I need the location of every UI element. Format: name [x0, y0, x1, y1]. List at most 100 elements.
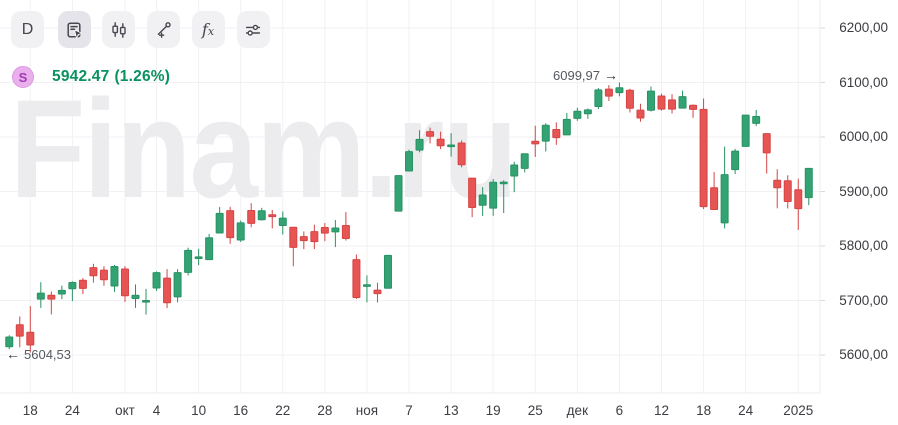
candle[interactable]: [362, 284, 371, 287]
candle[interactable]: [78, 279, 87, 289]
y-axis-label: 6100,00: [839, 74, 888, 90]
candle[interactable]: [510, 164, 519, 177]
candle[interactable]: [646, 90, 655, 111]
object-tree-icon: [64, 20, 84, 40]
candle[interactable]: [120, 268, 129, 297]
candle[interactable]: [152, 272, 161, 289]
candle[interactable]: [720, 174, 729, 224]
candle[interactable]: [163, 277, 172, 304]
candle[interactable]: [499, 181, 508, 185]
candle[interactable]: [710, 187, 719, 210]
candle[interactable]: [184, 249, 193, 273]
candle[interactable]: [57, 289, 66, 295]
instrument-quote[interactable]: S 5942.47 (1.26%): [12, 66, 170, 88]
candle[interactable]: [310, 231, 319, 243]
candle[interactable]: [731, 150, 740, 171]
candle[interactable]: [341, 225, 350, 240]
candle[interactable]: [804, 167, 813, 199]
candle[interactable]: [541, 124, 550, 142]
x-axis-label: 24: [64, 403, 80, 418]
candle[interactable]: [331, 227, 340, 233]
candle[interactable]: [794, 189, 803, 210]
candle[interactable]: [268, 214, 277, 218]
candle[interactable]: [352, 259, 361, 299]
candle[interactable]: [741, 114, 750, 147]
candle[interactable]: [5, 336, 14, 348]
candle[interactable]: [615, 87, 624, 94]
candle[interactable]: [226, 210, 235, 239]
last-price: 5942.47 (1.26%): [52, 68, 170, 86]
candle[interactable]: [236, 222, 245, 241]
candle[interactable]: [552, 129, 561, 139]
trendline-plus-icon: [153, 20, 173, 40]
candle[interactable]: [636, 109, 645, 119]
candle[interactable]: [415, 138, 424, 151]
candle[interactable]: [173, 272, 182, 298]
indicators-button[interactable]: fx: [191, 11, 225, 48]
candle[interactable]: [489, 181, 498, 209]
candle[interactable]: [131, 294, 140, 299]
object-tree-button[interactable]: [57, 11, 91, 48]
draw-trendline-button[interactable]: [146, 11, 180, 48]
candle[interactable]: [26, 331, 35, 346]
candle[interactable]: [278, 217, 287, 226]
candle[interactable]: [447, 144, 456, 148]
candle[interactable]: [520, 153, 529, 169]
candle[interactable]: [531, 140, 540, 145]
candle[interactable]: [762, 133, 771, 154]
candle[interactable]: [625, 89, 634, 109]
candle[interactable]: [394, 175, 403, 212]
candle[interactable]: [436, 138, 445, 147]
candle[interactable]: [47, 294, 56, 300]
candle[interactable]: [373, 289, 382, 295]
candle[interactable]: [468, 177, 477, 209]
symbol-badge[interactable]: S: [12, 66, 34, 88]
timeframe-button[interactable]: D: [11, 11, 44, 48]
candle[interactable]: [783, 180, 792, 203]
candle[interactable]: [247, 209, 256, 224]
candle[interactable]: [678, 96, 687, 109]
candle[interactable]: [583, 109, 592, 115]
chart-style-button[interactable]: [102, 11, 135, 48]
candle[interactable]: [405, 151, 414, 172]
candle[interactable]: [205, 237, 214, 261]
candle[interactable]: [699, 108, 708, 208]
candle[interactable]: [562, 118, 571, 136]
candle[interactable]: [320, 227, 329, 234]
x-axis-label: 22: [275, 403, 291, 418]
high-price-marker: 6099,97 →: [438, 67, 618, 84]
candle[interactable]: [15, 324, 24, 337]
x-axis-label: 10: [191, 403, 207, 418]
chart-settings-button[interactable]: [236, 11, 270, 48]
candle[interactable]: [426, 131, 435, 137]
candle[interactable]: [457, 142, 466, 166]
candle[interactable]: [68, 282, 77, 290]
candle[interactable]: [383, 254, 392, 289]
candle[interactable]: [668, 99, 677, 110]
candle[interactable]: [215, 212, 224, 234]
candle[interactable]: [194, 256, 203, 259]
candle[interactable]: [36, 292, 45, 300]
candle[interactable]: [89, 267, 98, 277]
candle[interactable]: [573, 110, 582, 119]
candle[interactable]: [594, 89, 603, 107]
candle[interactable]: [142, 300, 151, 303]
price-change: (1.26%): [114, 68, 171, 85]
y-axis-label: 5900,00: [839, 183, 888, 199]
candle[interactable]: [478, 194, 487, 206]
finam-watermark: Finam.ru: [10, 70, 518, 227]
x-axis-label: 16: [233, 403, 249, 418]
candle[interactable]: [257, 210, 266, 221]
candle[interactable]: [689, 104, 698, 110]
candle[interactable]: [604, 88, 613, 97]
price-value: 5942.47: [52, 68, 110, 85]
candle[interactable]: [99, 269, 108, 281]
candle[interactable]: [657, 95, 666, 110]
candle[interactable]: [110, 265, 119, 287]
candle[interactable]: [752, 116, 761, 124]
candle[interactable]: [289, 226, 298, 248]
candle[interactable]: [299, 236, 308, 242]
candle[interactable]: [773, 179, 782, 189]
